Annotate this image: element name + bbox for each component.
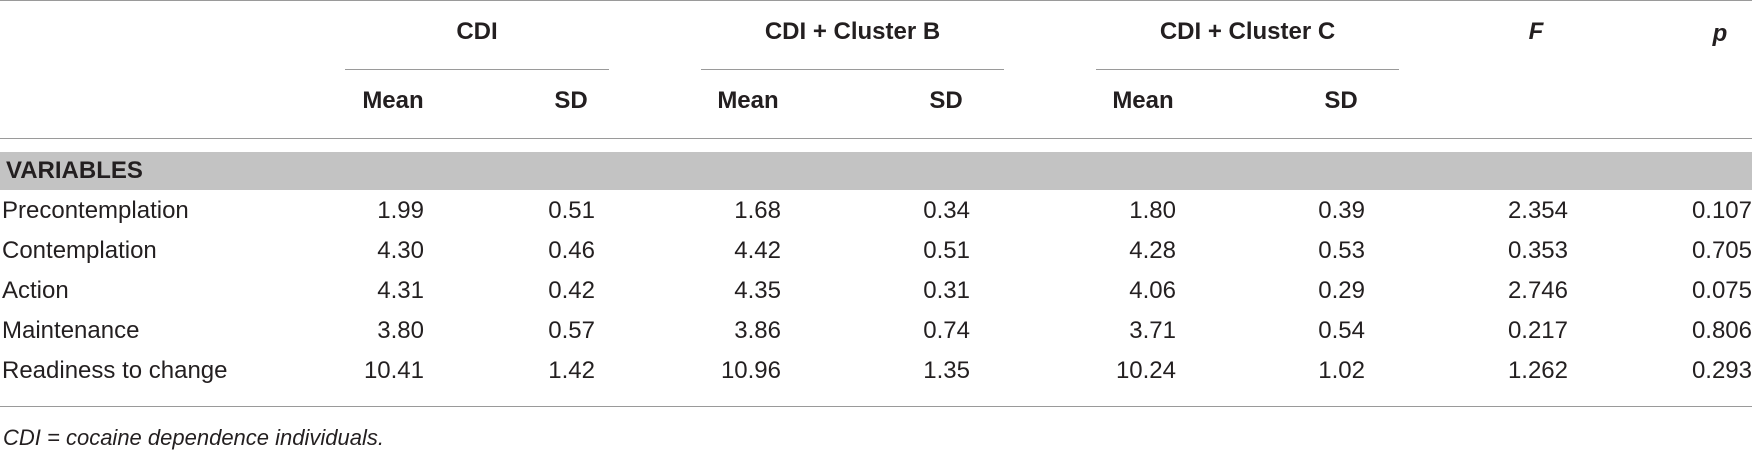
cdi-mean: 3.80 [377,317,424,344]
f-value: 2.354 [1507,197,1568,224]
p-value: 0.806 [1691,317,1752,344]
subheader-cdi-mean: Mean [362,87,424,114]
cdi-sd: 0.46 [548,237,595,264]
subheader-cluster-b-sd: SD [929,87,963,114]
group-header-cdi-cluster-c: CDI + Cluster C [1159,18,1336,45]
group-header-cdi: CDI [456,18,498,45]
cdi-sd: 0.51 [548,197,595,224]
p-value: 0.075 [1691,277,1752,304]
cluster-c-sd: 0.54 [1318,317,1365,344]
subheader-cluster-b-mean: Mean [717,87,779,114]
p-value: 0.705 [1691,237,1752,264]
cdi-mean: 4.31 [377,277,424,304]
group-header-cdi-cluster-b: CDI + Cluster B [764,18,941,45]
cluster-b-mean: 3.86 [734,317,781,344]
f-value: 1.262 [1507,357,1568,384]
cluster-c-mean: 10.24 [1115,357,1176,384]
table-row: Contemplation 4.30 0.46 4.42 0.51 4.28 0… [0,232,1752,272]
cluster-c-sd: 0.53 [1318,237,1365,264]
row-label: Maintenance [2,317,140,344]
cluster-b-sd: 0.51 [923,237,970,264]
cluster-c-mean: 1.80 [1129,197,1176,224]
cluster-b-mean: 4.35 [734,277,781,304]
f-statistic-header: F [1528,18,1544,45]
cluster-b-mean: 10.96 [720,357,781,384]
table-row: Readiness to change 10.41 1.42 10.96 1.3… [0,352,1752,392]
p-value: 0.293 [1691,357,1752,384]
table-row: Precontemplation 1.99 0.51 1.68 0.34 1.8… [0,192,1752,232]
cluster-b-sd: 0.34 [923,197,970,224]
cluster-b-mean: 1.68 [734,197,781,224]
cdi-mean: 1.99 [377,197,424,224]
table-footnote: CDI = cocaine dependence individuals. [3,425,384,450]
subheader-cluster-c-sd: SD [1324,87,1358,114]
f-value: 0.217 [1507,317,1568,344]
row-label: Contemplation [2,237,157,264]
table-row: Action 4.31 0.42 4.35 0.31 4.06 0.29 2.7… [0,272,1752,312]
p-value: 0.107 [1691,197,1752,224]
group-underline-cdi [345,69,609,70]
row-label: Precontemplation [2,197,189,224]
section-band: VARIABLES [0,152,1752,190]
cluster-b-sd: 0.31 [923,277,970,304]
cluster-b-sd: 1.35 [923,357,970,384]
cluster-c-sd: 0.29 [1318,277,1365,304]
header-bottom-rule [0,138,1752,139]
cluster-b-mean: 4.42 [734,237,781,264]
cdi-sd: 0.57 [548,317,595,344]
cdi-sd: 0.42 [548,277,595,304]
table-bottom-rule [0,406,1752,407]
f-value: 0.353 [1507,237,1568,264]
subheader-cdi-sd: SD [554,87,588,114]
cluster-c-sd: 1.02 [1318,357,1365,384]
table-row: Maintenance 3.80 0.57 3.86 0.74 3.71 0.5… [0,312,1752,352]
group-underline-cluster-b [701,69,1004,70]
cdi-mean: 4.30 [377,237,424,264]
cluster-c-mean: 4.06 [1129,277,1176,304]
cdi-sd: 1.42 [548,357,595,384]
f-value: 2.746 [1507,277,1568,304]
table-top-rule [0,0,1752,1]
p-value-header: p [1712,20,1728,47]
cluster-b-sd: 0.74 [923,317,970,344]
subheader-cluster-c-mean: Mean [1112,87,1174,114]
group-underline-cluster-c [1096,69,1399,70]
section-label-variables: VARIABLES [6,157,143,184]
cluster-c-mean: 4.28 [1129,237,1176,264]
cluster-c-mean: 3.71 [1129,317,1176,344]
cdi-mean: 10.41 [363,357,424,384]
row-label: Action [2,277,69,304]
row-label: Readiness to change [2,357,228,384]
cluster-c-sd: 0.39 [1318,197,1365,224]
